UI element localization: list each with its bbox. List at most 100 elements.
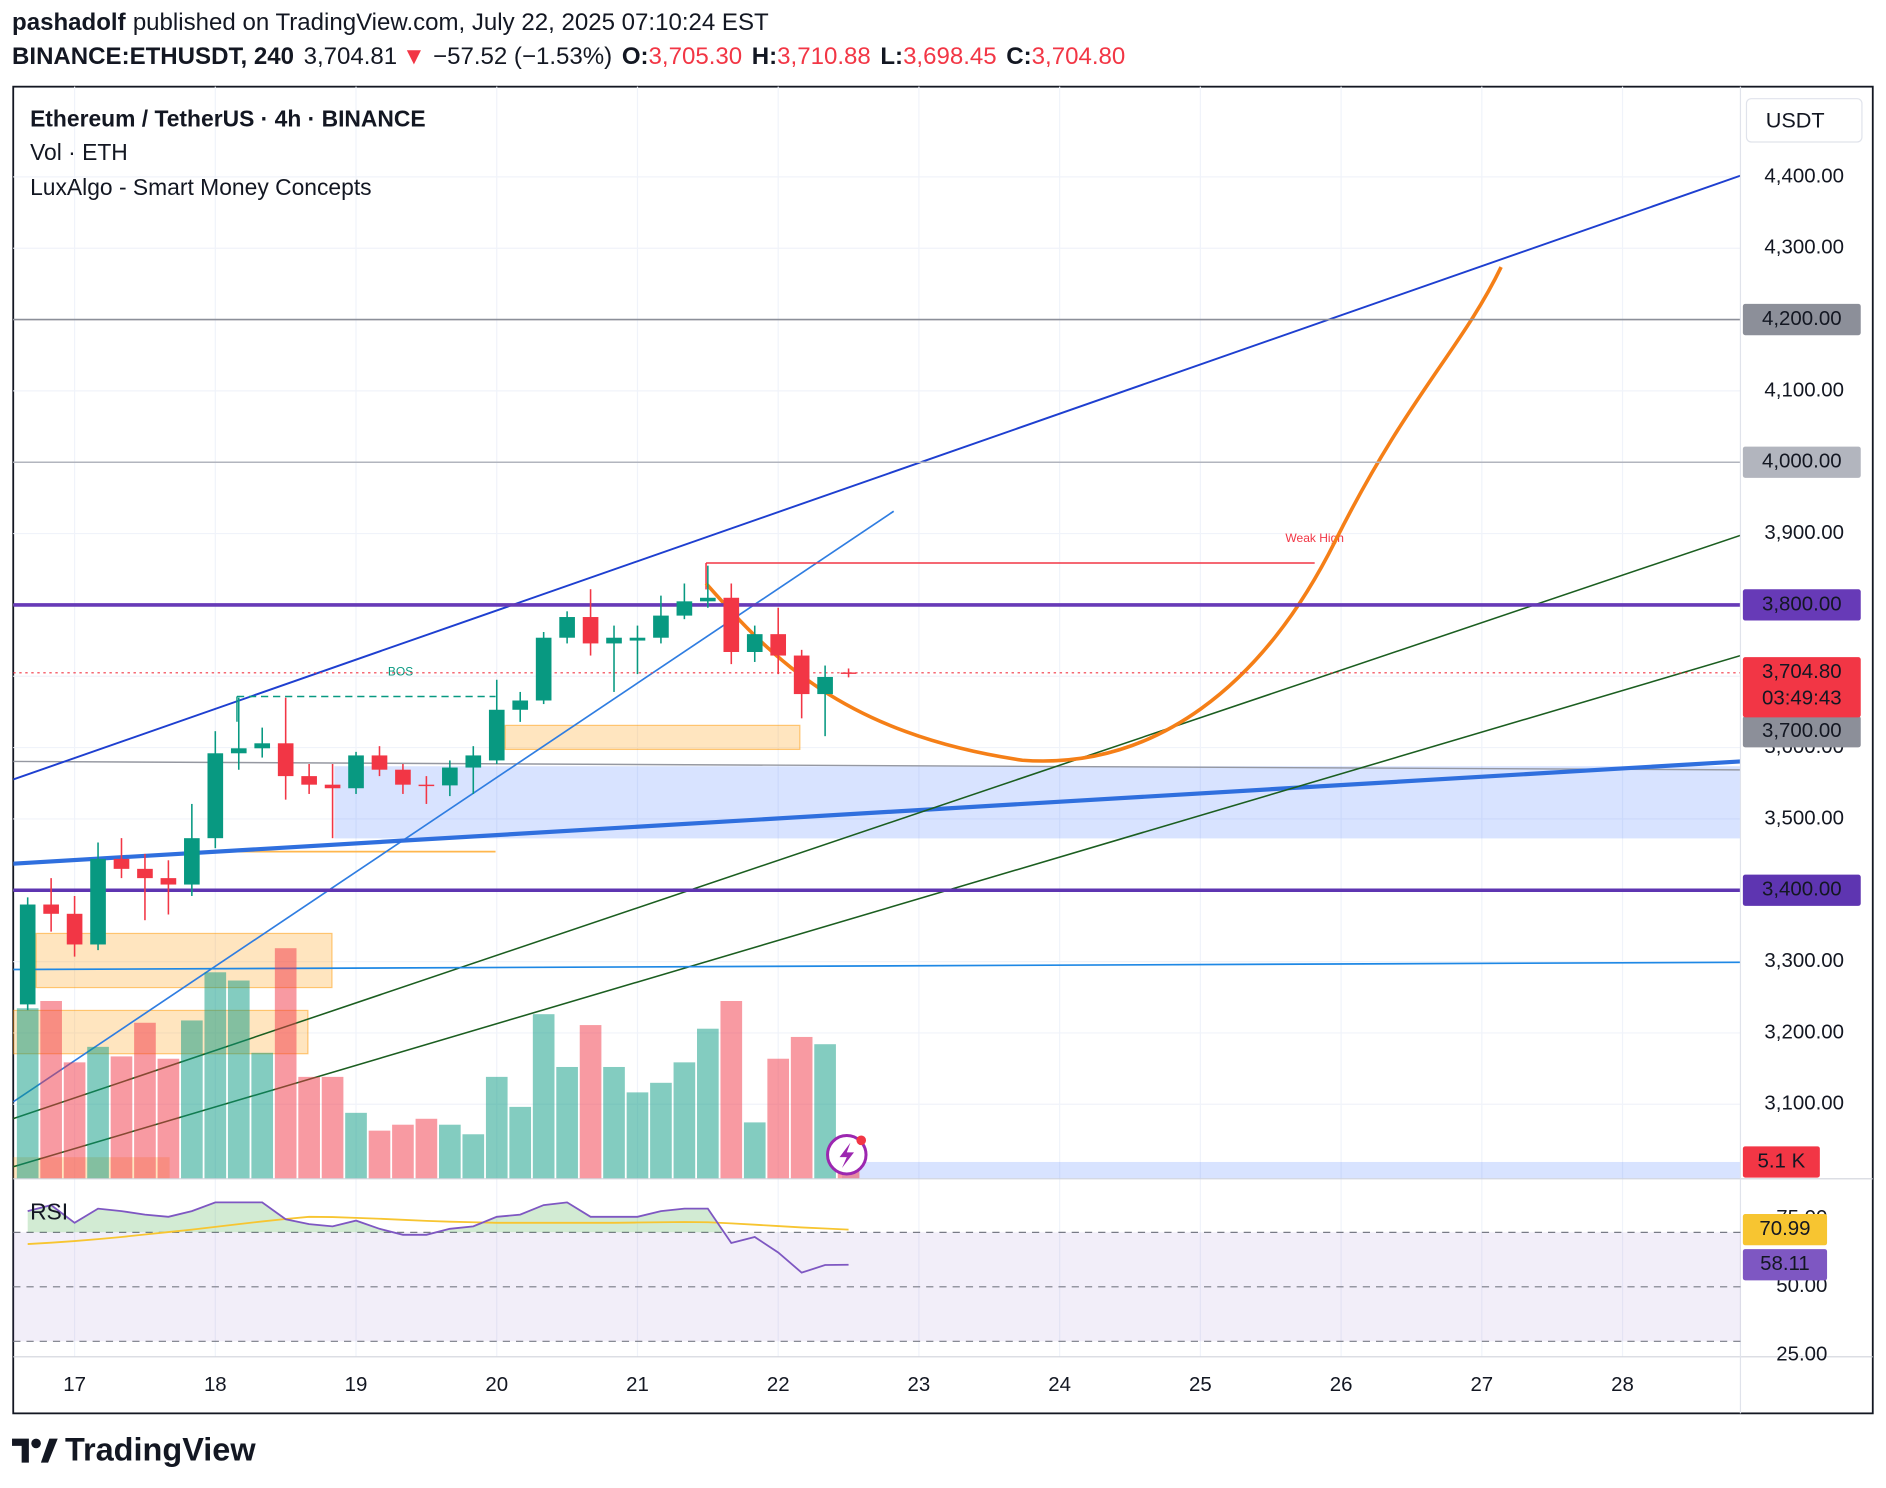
volume-bar xyxy=(532,1014,555,1179)
candle-body xyxy=(582,617,599,644)
candle-body xyxy=(395,769,411,785)
volume-bar xyxy=(673,1062,696,1179)
candle-body xyxy=(559,617,575,638)
candle-body xyxy=(371,755,388,770)
y-tick-label: 3,200.00 xyxy=(1764,1020,1844,1043)
trend-line xyxy=(13,760,1741,771)
candle-body xyxy=(66,913,83,945)
candle-body xyxy=(324,784,341,789)
volume-bar xyxy=(87,1046,109,1179)
rsi-overbought-fill xyxy=(27,1202,725,1233)
countdown: 03:49:43 xyxy=(1762,687,1842,710)
x-tick-label: 28 xyxy=(1611,1373,1634,1396)
candle-body xyxy=(746,634,763,652)
axes: 17 18 19 20 21 22 23 24 25 26 27 28 3,100.00 3,200.00… xyxy=(63,164,1861,1396)
x-tick-label: 25 xyxy=(1189,1373,1212,1396)
c-label: C: xyxy=(1006,43,1031,70)
currency[interactable]: USDT xyxy=(1766,107,1825,132)
arrow: ▼ xyxy=(402,43,426,70)
x-tick-label: 22 xyxy=(767,1373,790,1396)
price-badge-label: 3,700.00 xyxy=(1762,719,1842,742)
c: 3,704.80 xyxy=(1032,43,1126,70)
alert-icon xyxy=(826,1134,868,1176)
published: published on TradingView.com, July 22, 2… xyxy=(133,9,769,36)
horizontal-levels xyxy=(13,318,1741,893)
candle-body xyxy=(676,601,693,616)
l: 3,698.45 xyxy=(903,43,997,70)
candle-body xyxy=(90,858,106,945)
candle-body xyxy=(465,755,482,768)
volume-bar xyxy=(134,1022,156,1179)
indicator: LuxAlgo - Smart Money Concepts xyxy=(30,174,372,200)
y-tick-label: 4,300.00 xyxy=(1764,236,1844,259)
chart-frame xyxy=(12,85,1874,1415)
rsi-badge xyxy=(1742,1214,1828,1246)
rsi-title: RSI xyxy=(30,1199,68,1225)
candle-body xyxy=(418,784,435,787)
candle-body xyxy=(512,700,529,710)
symbol: BINANCE:ETHUSDT, 240 xyxy=(12,43,294,70)
volume-bar xyxy=(790,1036,813,1179)
volume-bar xyxy=(767,1058,790,1179)
candle-body xyxy=(113,858,130,869)
rsi-ma-line xyxy=(27,1215,849,1245)
price-badge-label: 4,000.00 xyxy=(1762,450,1842,473)
y-tick-label: 3,100.00 xyxy=(1764,1092,1844,1115)
last-price-badge xyxy=(1742,657,1861,718)
publish-line: pashadolf published on TradingView.com, J… xyxy=(12,9,769,36)
volume-bar xyxy=(415,1118,438,1179)
l-label: L: xyxy=(880,43,903,70)
volume-bar xyxy=(110,1056,133,1179)
volume-bar xyxy=(697,1028,719,1179)
candle-body xyxy=(442,767,458,786)
price-badge-label: 4,200.00 xyxy=(1762,307,1842,330)
price-badge xyxy=(1742,874,1861,906)
h-label: H: xyxy=(752,43,777,70)
candle-body xyxy=(137,868,153,879)
volume-bar xyxy=(63,1062,86,1179)
rsi-badge xyxy=(1742,1249,1828,1281)
volume-bar xyxy=(40,1000,62,1179)
volume-bar xyxy=(368,1130,391,1179)
x-tick-label: 23 xyxy=(908,1373,931,1396)
price-badge xyxy=(1742,589,1861,621)
x-tick-label: 27 xyxy=(1470,1373,1493,1396)
volume-bar xyxy=(462,1134,485,1179)
price-badge-label: 3,800.00 xyxy=(1762,592,1842,615)
candle-body xyxy=(488,709,505,761)
candle-body xyxy=(301,776,317,785)
volume-bar xyxy=(345,1112,367,1179)
h: 3,710.88 xyxy=(777,43,871,70)
x-tick-label: 26 xyxy=(1330,1373,1353,1396)
candle-body xyxy=(606,637,622,644)
volume xyxy=(16,948,860,1179)
volume-bar xyxy=(556,1066,578,1179)
candle-body xyxy=(793,655,810,695)
candle-body xyxy=(629,637,646,641)
channel-line xyxy=(13,174,1741,781)
trend-line xyxy=(13,961,1741,971)
candle-body xyxy=(43,904,59,914)
x-tick-label: 20 xyxy=(485,1373,508,1396)
rsi-badge-label: 58.11 xyxy=(1760,1252,1810,1275)
volume-bar xyxy=(204,972,227,1179)
volume-bar xyxy=(603,1066,625,1179)
volume-bar xyxy=(485,1076,508,1179)
currency-button[interactable] xyxy=(1745,98,1863,143)
volume-bar xyxy=(227,980,250,1179)
volume-bar xyxy=(321,1076,344,1179)
volume-bar xyxy=(16,1008,39,1179)
price-badge-label: 3,400.00 xyxy=(1762,878,1842,901)
rsi-badge-label: 70.99 xyxy=(1759,1217,1810,1240)
price-badge xyxy=(1742,716,1861,748)
volume-bar xyxy=(509,1106,532,1179)
x-tick-label: 24 xyxy=(1048,1373,1071,1396)
volume-bar xyxy=(157,1058,180,1179)
last: 3,704.81 xyxy=(304,43,398,70)
candle-body xyxy=(230,748,247,754)
candle-body xyxy=(277,743,294,777)
rsi-tick-label: 25.00 xyxy=(1776,1342,1827,1365)
o-label: O: xyxy=(622,43,649,70)
candle-body xyxy=(535,637,552,701)
